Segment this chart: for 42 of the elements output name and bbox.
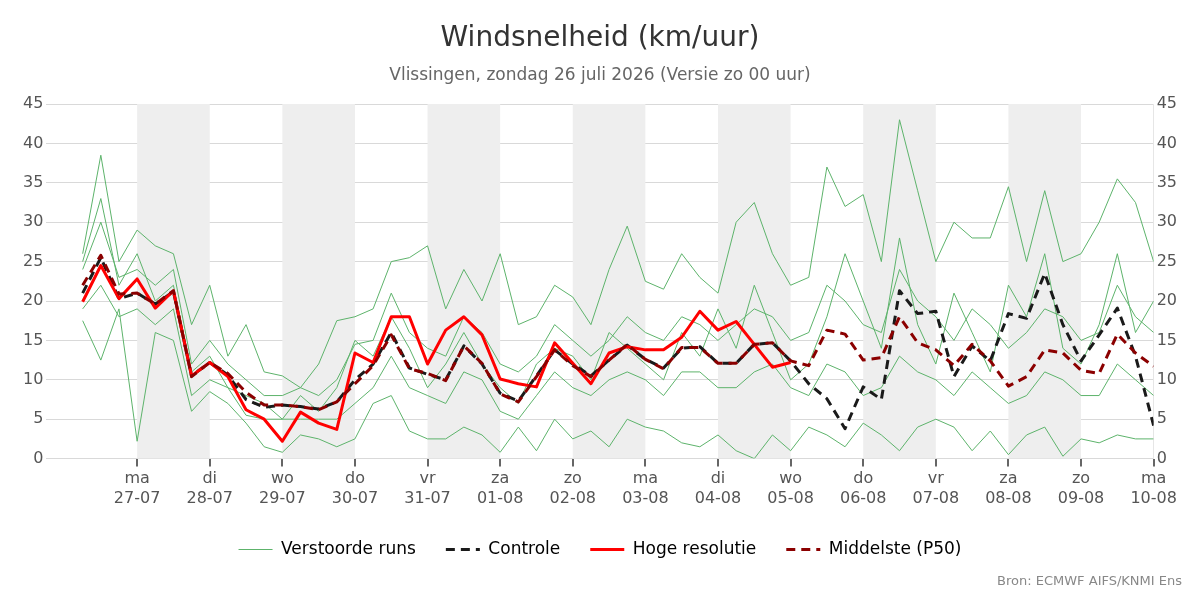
x-tick-label: ma 03-08 xyxy=(622,468,669,507)
x-tick-label: wo 05-08 xyxy=(767,468,814,507)
legend-label: Verstoorde runs xyxy=(281,537,416,558)
y2-tick-label: 35 xyxy=(1156,171,1177,191)
x-tick-label: di 04-08 xyxy=(694,468,742,507)
text: Bron: ECMWF AIFS/KNMI Ens xyxy=(997,573,1182,588)
y-tick-label: 45 xyxy=(23,93,44,113)
y2-tick-label: 10 xyxy=(1156,368,1177,388)
y2-tick-label: 45 xyxy=(1156,93,1177,113)
y-tick-label: 10 xyxy=(23,368,44,388)
x-tick-label: do 30-07 xyxy=(331,468,379,507)
y-tick-label: 30 xyxy=(23,211,44,231)
chart-subtitle: Vlissingen, zondag 26 juli 2026 (Versie zo 00 uur) xyxy=(389,64,811,85)
y-tick-label: 5 xyxy=(33,408,44,428)
y2-tick-label: 15 xyxy=(1156,329,1177,349)
x-tick-label: ma 10-08 xyxy=(1130,468,1177,507)
x-tick-label: zo 09-08 xyxy=(1057,468,1105,507)
x-tick-label: vr 31-07 xyxy=(404,468,451,507)
y2-tick-label: 40 xyxy=(1156,132,1177,152)
y2-tick-label: 5 xyxy=(1156,408,1167,428)
x-tick-label: zo 02-08 xyxy=(549,468,597,507)
x-tick-label: wo 29-07 xyxy=(259,468,306,507)
legend-label: Controle xyxy=(488,537,561,558)
legend-label: Middelste (P50) xyxy=(828,537,962,558)
y-tick-label: 0 xyxy=(33,447,44,467)
y-tick-label: 25 xyxy=(23,250,44,270)
x-tick-label: ma 27-07 xyxy=(113,468,161,507)
x-tick-label: di 28-07 xyxy=(186,468,233,507)
x-tick-label: do 06-08 xyxy=(839,468,887,507)
y-tick-label: 20 xyxy=(23,290,44,310)
y-tick-label: 15 xyxy=(23,329,44,349)
y-tick-label: 40 xyxy=(23,132,44,152)
x-tick-label: za 08-08 xyxy=(985,468,1032,507)
legend-label: Hoge resolutie xyxy=(632,537,757,558)
y2-tick-label: 20 xyxy=(1156,290,1177,310)
y-tick-label: 35 xyxy=(23,171,44,191)
x-tick-label: za 01-08 xyxy=(476,468,524,507)
x-tick-label: vr 07-08 xyxy=(912,468,960,507)
chart-title: Windsnelheid (km/uur) xyxy=(440,20,760,54)
y2-tick-label: 0 xyxy=(1156,447,1167,467)
y2-tick-label: 25 xyxy=(1156,250,1177,270)
y2-tick-label: 30 xyxy=(1156,211,1177,231)
